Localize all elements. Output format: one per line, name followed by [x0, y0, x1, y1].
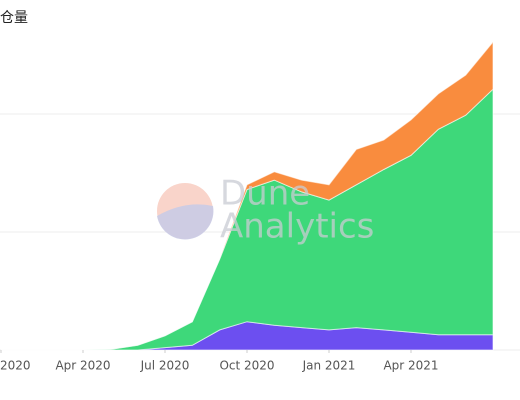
chart-title: 仓量	[0, 10, 28, 26]
watermark-logo-part	[157, 204, 214, 240]
x-tick-label: Jul 2020	[140, 359, 190, 373]
watermark-text: Analytics	[220, 207, 374, 247]
watermark: Dune Analytics	[157, 174, 374, 247]
x-tick-label: Oct 2020	[219, 359, 274, 373]
watermark-text: Dune	[220, 174, 310, 214]
area	[1, 40, 494, 351]
x-tick-label: Apr 2021	[383, 359, 438, 373]
x-tick-label: Apr 2020	[55, 359, 110, 373]
x-tick-label: 2020	[0, 359, 31, 373]
x-tick-label: Jan 2021	[302, 359, 356, 373]
